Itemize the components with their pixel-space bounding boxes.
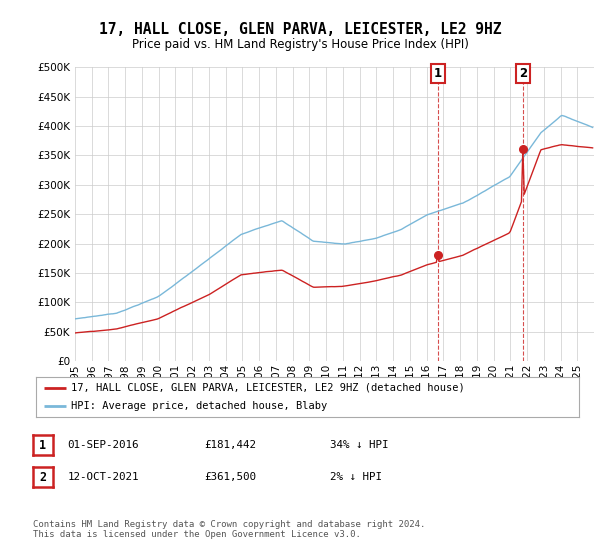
Text: 2: 2 xyxy=(519,67,527,80)
Text: 17, HALL CLOSE, GLEN PARVA, LEICESTER, LE2 9HZ (detached house): 17, HALL CLOSE, GLEN PARVA, LEICESTER, L… xyxy=(71,383,465,393)
Text: 1: 1 xyxy=(40,438,46,452)
Text: £181,442: £181,442 xyxy=(204,440,256,450)
Text: 2% ↓ HPI: 2% ↓ HPI xyxy=(330,472,382,482)
Text: Price paid vs. HM Land Registry's House Price Index (HPI): Price paid vs. HM Land Registry's House … xyxy=(131,38,469,50)
Text: 1: 1 xyxy=(434,67,442,80)
Text: £361,500: £361,500 xyxy=(204,472,256,482)
Text: 12-OCT-2021: 12-OCT-2021 xyxy=(67,472,139,482)
Text: HPI: Average price, detached house, Blaby: HPI: Average price, detached house, Blab… xyxy=(71,402,328,411)
Text: Contains HM Land Registry data © Crown copyright and database right 2024.
This d: Contains HM Land Registry data © Crown c… xyxy=(33,520,425,539)
Text: 01-SEP-2016: 01-SEP-2016 xyxy=(67,440,139,450)
Text: 17, HALL CLOSE, GLEN PARVA, LEICESTER, LE2 9HZ: 17, HALL CLOSE, GLEN PARVA, LEICESTER, L… xyxy=(99,22,501,38)
Text: 2: 2 xyxy=(40,470,46,484)
Text: 34% ↓ HPI: 34% ↓ HPI xyxy=(330,440,389,450)
